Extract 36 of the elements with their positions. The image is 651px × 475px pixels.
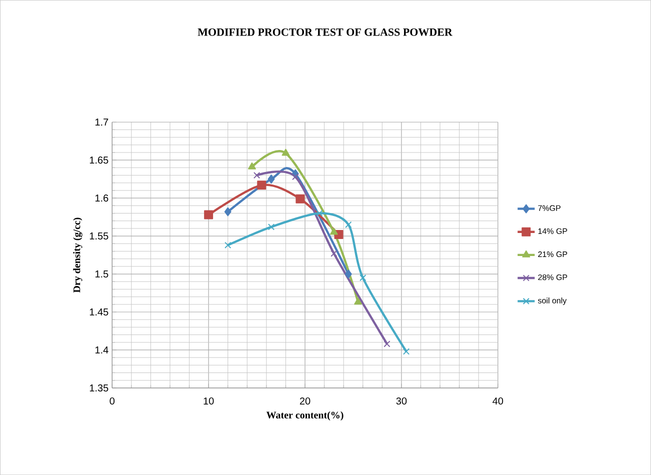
- point: [345, 221, 352, 228]
- point: [268, 174, 275, 184]
- y-tick-label: 1.65: [90, 156, 108, 164]
- x-tick-label: 20: [300, 397, 310, 404]
- point: [330, 250, 338, 257]
- point: [344, 269, 352, 278]
- x-axis-title: Water content(%): [266, 411, 344, 420]
- point: [402, 348, 410, 355]
- y-tick-label: 1.6: [95, 194, 108, 202]
- chart-title: MODIFIED PROCTOR TEST OF GLASS POWDER: [198, 28, 452, 36]
- point: [384, 340, 390, 348]
- y-axis-title: Dry density (g/cc): [73, 218, 82, 293]
- point: [224, 207, 232, 216]
- point: [268, 224, 275, 230]
- point: [282, 148, 290, 156]
- y-tick-label: 1.7: [95, 118, 108, 126]
- x-tick-label: 30: [396, 397, 407, 404]
- point: [253, 172, 260, 179]
- point: [330, 228, 338, 235]
- point: [354, 298, 362, 305]
- y-tick-label: 1.5: [95, 270, 108, 278]
- point: [292, 173, 299, 180]
- point: [360, 274, 366, 282]
- y-tick-label: 1.4: [95, 346, 108, 354]
- point: [316, 210, 323, 217]
- x-tick-label: 0: [110, 397, 115, 404]
- point: [204, 210, 214, 220]
- y-tick-label: 1.55: [90, 232, 108, 240]
- point: [296, 194, 305, 204]
- y-tick-label: 1.35: [90, 384, 108, 392]
- point: [224, 242, 232, 248]
- point: [248, 162, 256, 170]
- point: [257, 180, 266, 190]
- x-tick-label: 40: [492, 397, 504, 404]
- y-tick-label: 1.45: [90, 308, 108, 316]
- x-tick-label: 10: [204, 397, 214, 404]
